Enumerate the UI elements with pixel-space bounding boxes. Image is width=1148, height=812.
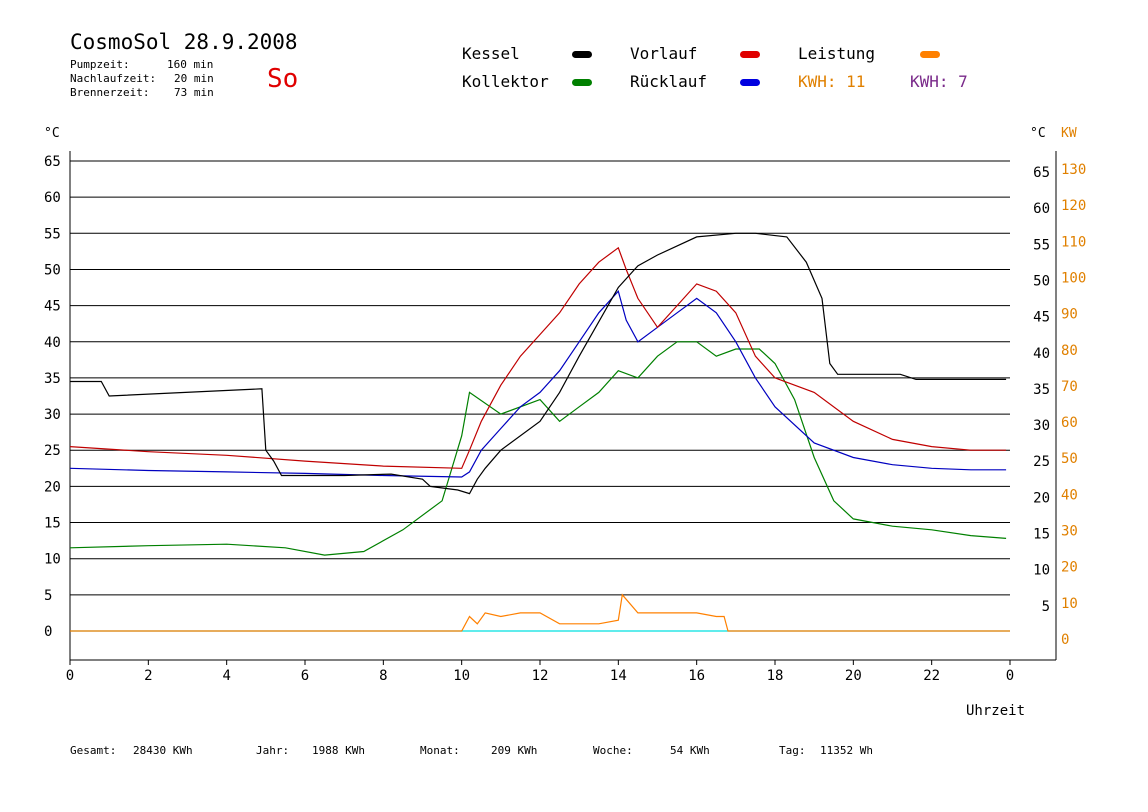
y2-tick-label: 130 [1061, 162, 1086, 178]
y-right-tick-label: 50 [1033, 273, 1050, 289]
y-right-tick-label: 60 [1033, 201, 1050, 217]
stat-label: Pumpzeit: [70, 58, 130, 71]
y-tick-label: 25 [44, 443, 61, 459]
legend-vorlauf-label: Vorlauf [630, 44, 698, 63]
series-line-vorlauf [69, 246, 1007, 469]
x-tick-label: 8 [379, 668, 387, 684]
x-tick-label: 22 [923, 668, 940, 684]
chart-title: CosmoSol 28.9.2008 [70, 30, 298, 54]
series-line-kessel [70, 232, 1007, 495]
x-axis-label: Uhrzeit [966, 703, 1025, 719]
x-tick-label: 14 [610, 668, 627, 684]
y2-tick-label: 120 [1061, 198, 1086, 214]
legend-ruecklauf-swatch [740, 79, 760, 86]
series-line-kollektor [69, 341, 1007, 556]
y-right-tick-label: 25 [1033, 454, 1050, 470]
y2-tick-label: 110 [1061, 234, 1086, 250]
y-tick-label: 55 [44, 226, 61, 242]
y-right-tick-label: 65 [1033, 165, 1050, 181]
footer-jahr-label: Jahr: [256, 744, 290, 757]
x-tick-label: 18 [767, 668, 784, 684]
x-tick-label: 16 [688, 668, 705, 684]
stat-value: 73 min [174, 86, 214, 99]
y-tick-label: 35 [44, 371, 61, 387]
x-tick-label: 0 [1006, 668, 1014, 684]
footer-woche-value: 54 KWh [670, 744, 710, 757]
footer-gesamt-label: Gesamt: [70, 744, 117, 757]
y2-tick-label: 90 [1061, 307, 1078, 323]
y2-axis-unit-right: KW [1061, 126, 1077, 141]
y2-tick-label: 50 [1061, 451, 1078, 467]
y-right-tick-label: 35 [1033, 382, 1050, 398]
y-tick-label: 45 [44, 299, 61, 315]
y2-tick-label: 100 [1061, 270, 1086, 286]
y2-tick-label: 10 [1061, 596, 1078, 612]
y-tick-label: 40 [44, 335, 61, 351]
x-tick-label: 6 [301, 668, 309, 684]
footer-tag-label: Tag: [779, 744, 806, 757]
y-right-tick-label: 10 [1033, 563, 1050, 579]
y-right-tick-label: 15 [1033, 527, 1050, 543]
legend-ruecklauf-label: Rücklauf [630, 72, 708, 91]
y-tick-label: 5 [44, 588, 52, 604]
y-right-tick-label: 30 [1033, 418, 1050, 434]
chart-series [69, 232, 1010, 632]
x-tick-label: 12 [532, 668, 549, 684]
y-tick-label: 50 [44, 262, 61, 278]
y2-tick-label: 70 [1061, 379, 1078, 395]
y-right-tick-label: 40 [1033, 346, 1050, 362]
y-axis-unit-left: °C [44, 126, 60, 141]
footer-jahr-value: 1988 KWh [312, 744, 365, 757]
legend-leistung-swatch [920, 51, 940, 58]
chart-grid [70, 160, 1010, 632]
y-right-tick-label: 5 [1042, 599, 1050, 615]
legend-kessel-swatch [572, 51, 592, 58]
y-tick-label: 0 [44, 624, 52, 640]
chart-ticks: 0510152025303540455055606551015202530354… [44, 154, 1086, 684]
x-tick-label: 2 [144, 668, 152, 684]
stat-value: 160 min [167, 58, 214, 71]
weekday-label: So [267, 64, 299, 94]
x-tick-label: 20 [845, 668, 862, 684]
x-tick-label: 0 [66, 668, 74, 684]
y-tick-label: 15 [44, 516, 61, 532]
y-right-tick-label: 45 [1033, 310, 1050, 326]
legend-kwh-orange: KWH: 11 [798, 72, 866, 91]
legend-kollektor-swatch [572, 79, 592, 86]
footer-gesamt-value: 28430 KWh [133, 744, 193, 757]
legend-vorlauf-swatch [740, 51, 760, 58]
y2-tick-label: 80 [1061, 343, 1078, 359]
stat-value: 20 min [174, 72, 214, 85]
legend-kwh-purple: KWH: 7 [910, 72, 968, 91]
y-right-tick-label: 20 [1033, 490, 1050, 506]
legend-kessel-label: Kessel [462, 44, 520, 63]
y-tick-label: 65 [44, 154, 61, 170]
legend-kollektor-label: Kollektor [462, 72, 549, 91]
x-tick-label: 10 [453, 668, 470, 684]
y-axis-unit-right: °C [1030, 126, 1046, 141]
y2-tick-label: 30 [1061, 524, 1078, 540]
y2-tick-label: 0 [1061, 632, 1069, 648]
stat-label: Brennerzeit: [70, 86, 150, 99]
series-line-leistung [70, 593, 1010, 632]
y2-tick-label: 40 [1061, 487, 1078, 503]
legend-leistung-label: Leistung [798, 44, 876, 63]
y-tick-label: 30 [44, 407, 61, 423]
series-line-rcklauf [69, 289, 1007, 478]
footer-monat-label: Monat: [420, 744, 460, 757]
y-tick-label: 10 [44, 552, 61, 568]
stat-label: Nachlaufzeit: [70, 72, 157, 85]
y-tick-label: 60 [44, 190, 61, 206]
y-tick-label: 20 [44, 479, 61, 495]
footer-monat-value: 209 KWh [491, 744, 538, 757]
chart-axes [69, 151, 1057, 661]
y2-tick-label: 20 [1061, 560, 1078, 576]
y2-tick-label: 60 [1061, 415, 1078, 431]
footer-tag-value: 11352 Wh [820, 744, 873, 757]
y-right-tick-label: 55 [1033, 237, 1050, 253]
x-tick-label: 4 [222, 668, 230, 684]
footer-woche-label: Woche: [593, 744, 633, 757]
